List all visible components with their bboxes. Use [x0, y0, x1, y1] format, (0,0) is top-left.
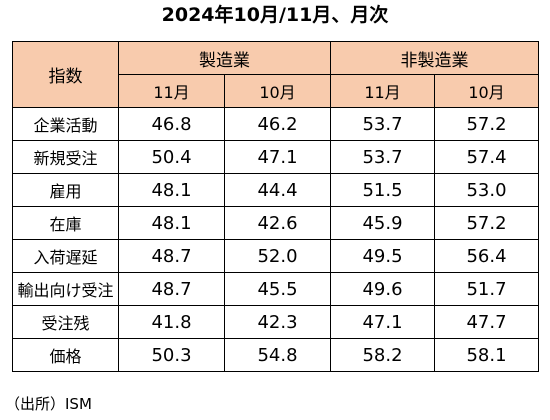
ism-index-table: 指数 製造業 非製造業 11月 10月 11月 10月 企業活動 46.8 46… — [12, 41, 539, 372]
table-cell: 48.1 — [118, 206, 225, 240]
row-label: 企業活動 — [12, 107, 119, 141]
month-header: 11月 — [118, 74, 225, 108]
table-row: 価格 50.3 54.8 58.2 58.1 — [12, 338, 539, 372]
table-cell: 57.2 — [434, 206, 539, 240]
month-header: 10月 — [224, 74, 331, 108]
row-label: 在庫 — [12, 206, 119, 240]
row-label: 新規受注 — [12, 140, 119, 174]
table-cell: 51.7 — [434, 272, 539, 306]
table-row: 企業活動 46.8 46.2 53.7 57.2 — [12, 107, 539, 141]
row-label: 雇用 — [12, 173, 119, 207]
table-cell: 57.4 — [434, 140, 539, 174]
table-cell: 54.8 — [224, 338, 331, 372]
table-cell: 51.5 — [330, 173, 435, 207]
table-row: 入荷遅延 48.7 52.0 49.5 56.4 — [12, 239, 539, 273]
row-label: 受注残 — [12, 305, 119, 339]
table-cell: 46.2 — [224, 107, 331, 141]
table-row: 輸出向け受注 48.7 45.5 49.6 51.7 — [12, 272, 539, 306]
table-row: 在庫 48.1 42.6 45.9 57.2 — [12, 206, 539, 240]
table-cell: 50.4 — [118, 140, 225, 174]
table-cell: 41.8 — [118, 305, 225, 339]
row-label: 輸出向け受注 — [12, 272, 119, 306]
month-header: 11月 — [330, 74, 435, 108]
table-cell: 57.2 — [434, 107, 539, 141]
table-cell: 46.8 — [118, 107, 225, 141]
table-cell: 49.6 — [330, 272, 435, 306]
table-cell: 44.4 — [224, 173, 331, 207]
row-label: 入荷遅延 — [12, 239, 119, 273]
table-cell: 58.1 — [434, 338, 539, 372]
table-row: 受注残 41.8 42.3 47.1 47.7 — [12, 305, 539, 339]
table-cell: 58.2 — [330, 338, 435, 372]
table-row: 雇用 48.1 44.4 51.5 53.0 — [12, 173, 539, 207]
group-header-manufacturing: 製造業 — [118, 41, 331, 75]
table-cell: 53.7 — [330, 107, 435, 141]
row-label: 価格 — [12, 338, 119, 372]
table-cell: 56.4 — [434, 239, 539, 273]
table-cell: 53.7 — [330, 140, 435, 174]
table-cell: 50.3 — [118, 338, 225, 372]
table-row: 新規受注 50.4 47.1 53.7 57.4 — [12, 140, 539, 174]
table-cell: 48.7 — [118, 239, 225, 273]
table-subheader-row: 11月 10月 11月 10月 — [13, 74, 539, 108]
table-cell: 45.5 — [224, 272, 331, 306]
table-cell: 52.0 — [224, 239, 331, 273]
source-note: （出所）ISM — [5, 395, 92, 413]
table-cell: 42.3 — [224, 305, 331, 339]
table-cell: 48.1 — [118, 173, 225, 207]
table-cell: 47.1 — [330, 305, 435, 339]
table-cell: 45.9 — [330, 206, 435, 240]
group-header-non-manufacturing: 非製造業 — [330, 41, 539, 75]
page-title: 2024年10月/11月、月次 — [161, 4, 389, 26]
table-cell: 47.7 — [434, 305, 539, 339]
month-header: 10月 — [434, 74, 539, 108]
index-column-header: 指数 — [12, 41, 119, 108]
table-cell: 42.6 — [224, 206, 331, 240]
table-cell: 48.7 — [118, 272, 225, 306]
table-cell: 53.0 — [434, 173, 539, 207]
table-cell: 49.5 — [330, 239, 435, 273]
table-header-row: 指数 製造業 非製造業 — [12, 41, 539, 108]
table-cell: 47.1 — [224, 140, 331, 174]
